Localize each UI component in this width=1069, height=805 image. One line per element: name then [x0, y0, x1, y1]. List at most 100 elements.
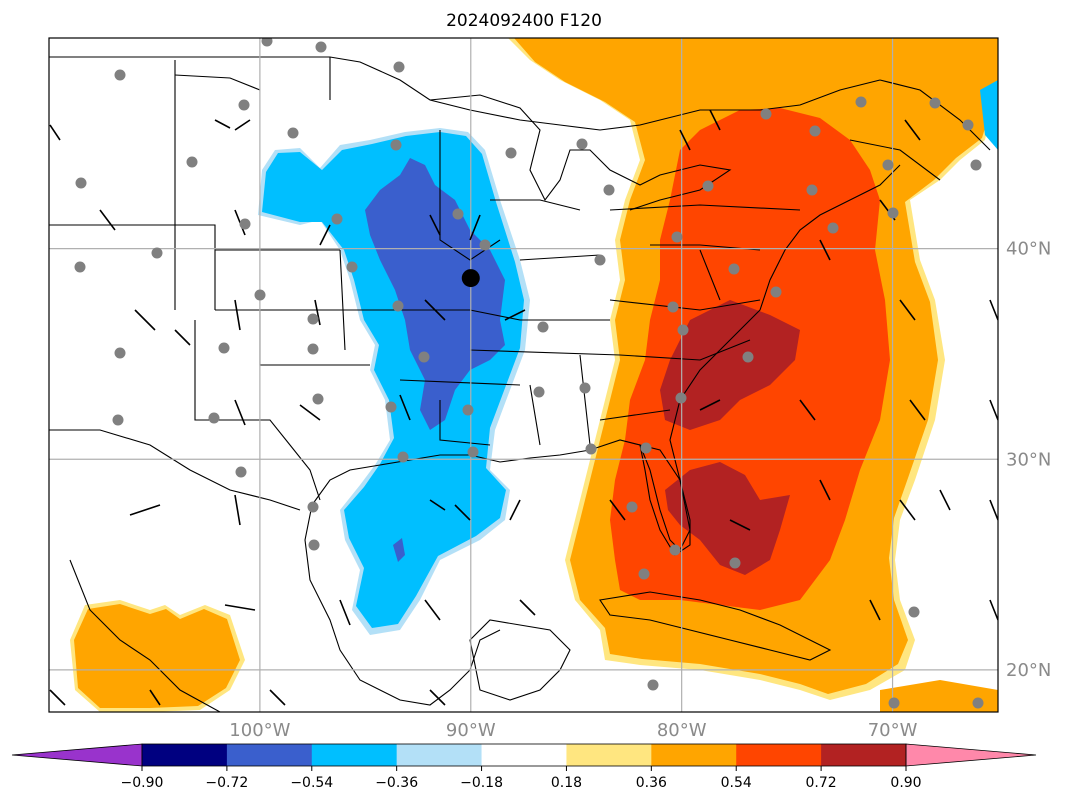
station-dot [806, 184, 818, 196]
map-area [49, 38, 998, 712]
station-dot [594, 254, 606, 266]
contour-pos-072-b [665, 462, 790, 575]
station-dot [537, 321, 549, 333]
station-dot [151, 247, 163, 259]
station-dot [462, 404, 474, 416]
station-dot [74, 261, 86, 273]
contour-neg-036-corner [980, 80, 998, 150]
station-dot [929, 97, 941, 109]
station-dot [312, 393, 324, 405]
colorbar-segment-2 [311, 744, 398, 766]
station-dot [208, 412, 220, 424]
station-dot [728, 263, 740, 275]
canada-provinces [174, 57, 991, 181]
florida [639, 444, 691, 556]
contour-neg-054 [365, 158, 505, 430]
station-dot [385, 401, 397, 413]
station-dot [112, 414, 124, 426]
contour-pos-072 [660, 300, 800, 430]
station-dot [307, 501, 319, 513]
colorbar-segment-8 [821, 744, 907, 766]
station-dot [669, 544, 681, 556]
station-dot [675, 392, 687, 404]
colorbar-label-0: −0.90 [121, 775, 164, 791]
station-dot [855, 96, 867, 108]
colorbar-segment-5 [566, 744, 652, 766]
station-dot [467, 446, 479, 458]
station-dot [640, 442, 652, 454]
mexico-border [49, 429, 301, 511]
colorbar-label-6: 0.36 [636, 775, 667, 791]
station-dot [452, 208, 464, 220]
station-dot [397, 451, 409, 463]
colorbar-segment-6 [651, 744, 737, 766]
location-marker [461, 269, 480, 288]
station-dot [809, 125, 821, 137]
texas-border [194, 320, 321, 501]
station-dot [603, 184, 615, 196]
station-dot [392, 300, 404, 312]
station-dot [667, 301, 679, 313]
gulf-coast [311, 164, 901, 551]
state-borders-2 [399, 130, 621, 446]
station-dot [647, 679, 659, 691]
lon-label-0: 100°W [229, 720, 290, 741]
cuba [599, 591, 832, 661]
station-dot [576, 138, 588, 150]
lon-label-1: 90°W [446, 720, 496, 741]
station-markers [74, 38, 984, 709]
wind-barb [49, 109, 998, 706]
station-dot [390, 139, 402, 151]
colorbar-extend-low [11, 743, 143, 767]
colorbar-label-1: −0.72 [205, 775, 248, 791]
colorbar-segment-0 [142, 744, 228, 766]
lon-label-3: 70°W [868, 720, 918, 741]
station-dot [287, 127, 299, 139]
colorbar-label-9: 0.90 [890, 775, 921, 791]
longitude-labels: 100°W 90°W 80°W 70°W [229, 720, 917, 741]
contour-neg-054-b [393, 538, 405, 562]
colorbar-extend-high [905, 743, 1037, 767]
us-canada-border [49, 56, 881, 131]
map-frame [48, 37, 999, 713]
contour-pos-036-mexico-inner [74, 604, 240, 708]
coastlines-and-borders [49, 56, 991, 712]
station-dot [638, 568, 650, 580]
station-dot [585, 443, 597, 455]
station-dot [579, 382, 591, 394]
station-dot [677, 324, 689, 336]
station-dot [888, 697, 900, 709]
station-dot [254, 289, 266, 301]
colorbar-label-5: 0.18 [551, 775, 582, 791]
station-dot [235, 466, 247, 478]
latitude-labels: 40°N 30°N 20°N [1006, 239, 1051, 681]
station-dot [729, 557, 741, 569]
colorbar-frame [141, 743, 907, 767]
station-dot [970, 159, 982, 171]
station-dot [671, 231, 683, 243]
station-dot [479, 239, 491, 251]
station-dot [827, 222, 839, 234]
contour-pos-036-corner [880, 680, 998, 712]
station-dot [908, 606, 920, 618]
station-dot [307, 343, 319, 355]
colorbar-label-3: −0.36 [375, 775, 418, 791]
station-dot [308, 539, 320, 551]
station-dot [186, 156, 198, 168]
station-dot [315, 41, 327, 53]
colorbar-label-4: −0.18 [460, 775, 503, 791]
colorbar-label-7: 0.54 [721, 775, 752, 791]
colorbar-segment-1 [226, 744, 313, 766]
station-dot [307, 313, 319, 325]
station-dot [238, 99, 250, 111]
station-dot [887, 207, 899, 219]
station-dot [393, 61, 405, 73]
colorbar-segment-3 [396, 744, 483, 766]
lat-label-2: 20°N [1006, 660, 1051, 681]
mexico-coast [304, 504, 501, 706]
colorbar-segment-7 [736, 744, 822, 766]
great-lakes [429, 94, 732, 211]
colorbar: −0.90 −0.72 −0.54 −0.36 −0.18 0.18 0.36 0.54 0.7… [11, 743, 1037, 791]
station-dot [760, 108, 772, 120]
